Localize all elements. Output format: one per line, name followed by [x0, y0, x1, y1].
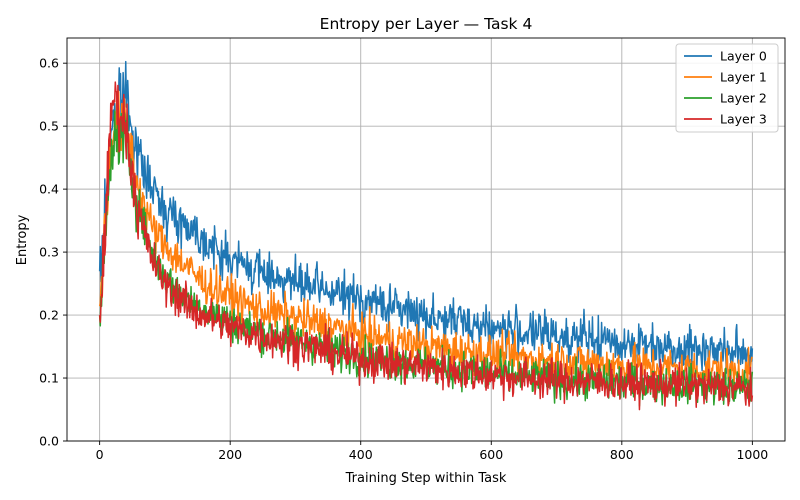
chart-title: Entropy per Layer — Task 4	[320, 15, 533, 33]
legend-label-layer-1: Layer 1	[720, 70, 767, 85]
x-tick-label: 800	[610, 447, 634, 462]
x-tick-label: 400	[349, 447, 373, 462]
x-axis-label: Training Step within Task	[345, 471, 507, 486]
legend-label-layer-3: Layer 3	[720, 112, 767, 127]
y-tick-label: 0.5	[39, 119, 59, 134]
x-tick-label: 600	[479, 447, 503, 462]
x-tick-label: 1000	[736, 447, 768, 462]
series-layer	[98, 60, 754, 411]
y-tick-label: 0.1	[39, 371, 59, 386]
x-tick-label: 0	[96, 447, 104, 462]
y-tick-label: 0.4	[39, 182, 59, 197]
plot-frame	[66, 37, 786, 442]
y-tick-label: 0.2	[39, 308, 59, 323]
series-line-layer-1	[98, 90, 754, 392]
legend-label-layer-0: Layer 0	[720, 49, 767, 64]
y-axis-label: Entropy	[15, 214, 30, 265]
y-tick-label: 0.0	[39, 434, 59, 449]
series-line-layer-3	[98, 81, 754, 411]
legend: Layer 0 Layer 1 Layer 2 Layer 3	[675, 43, 779, 133]
y-tick-label: 0.3	[39, 245, 59, 260]
x-tick-label: 200	[218, 447, 242, 462]
legend-label-layer-2: Layer 2	[720, 91, 767, 106]
y-tick-label: 0.6	[39, 56, 59, 71]
legend-box	[675, 43, 779, 133]
axes: 0 200 400 600 800 1000 0.0 0.1 0.2 0.3 0.4 0.5 0.6	[39, 37, 786, 462]
series-line-layer-0	[98, 60, 754, 375]
